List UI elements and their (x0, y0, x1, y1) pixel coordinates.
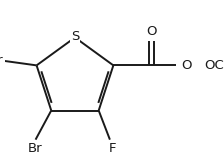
Text: Br: Br (0, 54, 3, 67)
Text: S: S (71, 30, 79, 43)
Text: F: F (108, 142, 116, 155)
Text: OCH₃: OCH₃ (204, 59, 224, 72)
Text: Br: Br (28, 142, 43, 155)
Text: O: O (146, 25, 157, 38)
Text: O: O (182, 59, 192, 72)
